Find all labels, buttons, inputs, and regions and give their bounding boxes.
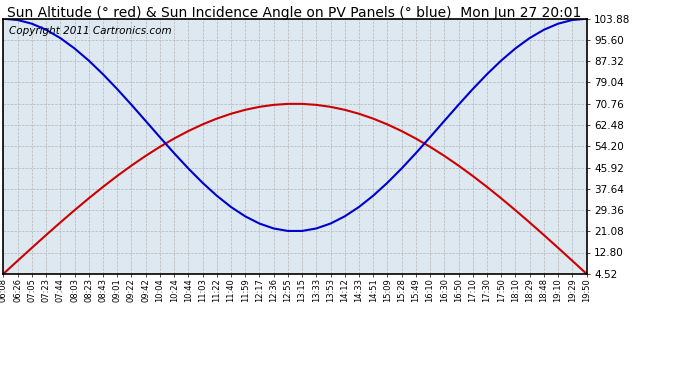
Text: Copyright 2011 Cartronics.com: Copyright 2011 Cartronics.com: [9, 26, 172, 36]
Text: Sun Altitude (° red) & Sun Incidence Angle on PV Panels (° blue)  Mon Jun 27 20:: Sun Altitude (° red) & Sun Incidence Ang…: [7, 6, 581, 20]
